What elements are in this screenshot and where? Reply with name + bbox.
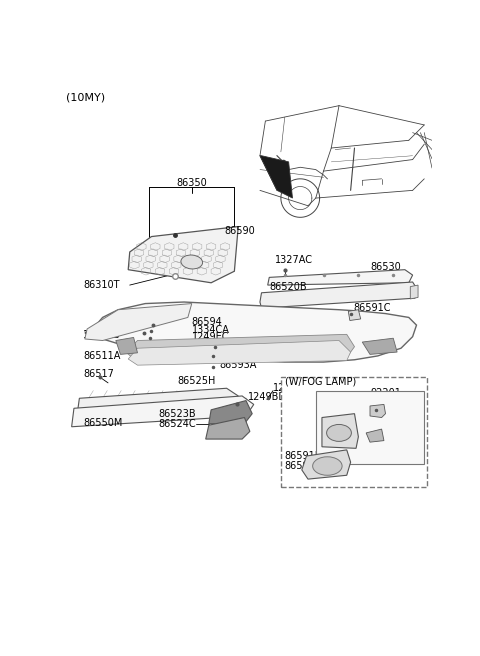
Text: 1327AC: 1327AC xyxy=(276,255,313,264)
Polygon shape xyxy=(128,226,238,283)
Polygon shape xyxy=(348,310,360,321)
Polygon shape xyxy=(209,401,252,424)
Ellipse shape xyxy=(312,457,342,475)
Polygon shape xyxy=(116,337,137,354)
Text: 86590: 86590 xyxy=(224,226,255,236)
Text: 92201: 92201 xyxy=(370,388,401,398)
Text: 1249BA: 1249BA xyxy=(273,383,311,393)
Text: 86520B: 86520B xyxy=(269,281,307,292)
Text: 86592H: 86592H xyxy=(353,315,391,325)
Text: 1416AB: 1416AB xyxy=(83,330,121,340)
Text: 91214B: 91214B xyxy=(320,392,357,401)
Text: 86350: 86350 xyxy=(176,178,207,188)
Polygon shape xyxy=(85,304,192,340)
Polygon shape xyxy=(366,429,384,442)
Text: 86511A: 86511A xyxy=(83,351,120,361)
Polygon shape xyxy=(77,388,238,415)
Text: 86591C: 86591C xyxy=(353,303,390,313)
Text: 1334CA: 1334CA xyxy=(192,325,229,335)
Text: 86516W: 86516W xyxy=(219,350,259,359)
Text: 1249BD: 1249BD xyxy=(248,392,287,401)
Ellipse shape xyxy=(181,255,203,269)
Text: 1249EC: 1249EC xyxy=(192,333,229,342)
Text: 86591F: 86591F xyxy=(285,451,321,461)
Text: 86594: 86594 xyxy=(192,317,223,327)
Text: 86592F: 86592F xyxy=(285,461,321,471)
Polygon shape xyxy=(128,340,350,365)
Polygon shape xyxy=(370,405,385,417)
Text: 86593A: 86593A xyxy=(219,360,256,370)
Polygon shape xyxy=(126,335,355,362)
Text: 86523B: 86523B xyxy=(158,409,196,419)
Polygon shape xyxy=(72,396,254,427)
Text: 86550M: 86550M xyxy=(83,418,122,428)
FancyBboxPatch shape xyxy=(281,377,427,487)
Text: 18647: 18647 xyxy=(385,424,416,434)
Polygon shape xyxy=(85,302,417,362)
Polygon shape xyxy=(362,338,397,354)
Text: 92202: 92202 xyxy=(370,397,401,407)
Polygon shape xyxy=(268,270,413,285)
Text: (W/FOG LAMP): (W/FOG LAMP) xyxy=(285,377,356,386)
Text: 86530: 86530 xyxy=(370,262,401,272)
Text: 86310T: 86310T xyxy=(83,280,120,290)
FancyBboxPatch shape xyxy=(316,390,424,464)
Polygon shape xyxy=(410,285,418,299)
Polygon shape xyxy=(206,417,250,439)
Polygon shape xyxy=(322,414,359,448)
Polygon shape xyxy=(302,450,350,479)
Text: 86525H: 86525H xyxy=(178,377,216,386)
Ellipse shape xyxy=(326,424,351,441)
Polygon shape xyxy=(260,155,292,198)
Polygon shape xyxy=(260,282,417,308)
Text: 86524C: 86524C xyxy=(158,419,196,428)
Text: (10MY): (10MY) xyxy=(66,92,105,102)
Text: 86515F: 86515F xyxy=(219,339,255,350)
Text: 86517: 86517 xyxy=(83,369,114,379)
